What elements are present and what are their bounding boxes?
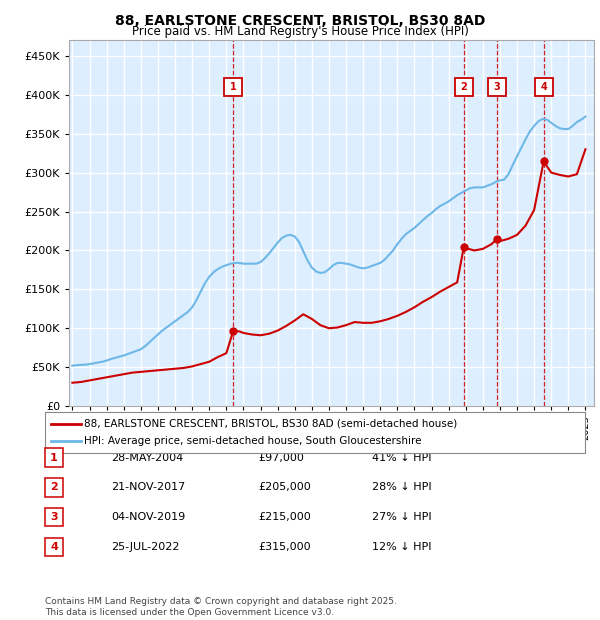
Text: Price paid vs. HM Land Registry's House Price Index (HPI): Price paid vs. HM Land Registry's House … xyxy=(131,25,469,38)
Text: 2: 2 xyxy=(50,482,58,492)
Text: £315,000: £315,000 xyxy=(258,542,311,552)
Text: 4: 4 xyxy=(541,82,547,92)
Text: 21-NOV-2017: 21-NOV-2017 xyxy=(111,482,185,492)
Text: 12% ↓ HPI: 12% ↓ HPI xyxy=(372,542,431,552)
Text: 28-MAY-2004: 28-MAY-2004 xyxy=(111,453,183,463)
Text: 3: 3 xyxy=(494,82,500,92)
Text: £215,000: £215,000 xyxy=(258,512,311,522)
Text: 25-JUL-2022: 25-JUL-2022 xyxy=(111,542,179,552)
Text: 28% ↓ HPI: 28% ↓ HPI xyxy=(372,482,431,492)
Text: 4: 4 xyxy=(50,542,58,552)
Text: 1: 1 xyxy=(230,82,237,92)
Text: 41% ↓ HPI: 41% ↓ HPI xyxy=(372,453,431,463)
Text: 2: 2 xyxy=(460,82,467,92)
Text: £97,000: £97,000 xyxy=(258,453,304,463)
Text: HPI: Average price, semi-detached house, South Gloucestershire: HPI: Average price, semi-detached house,… xyxy=(84,436,421,446)
Text: Contains HM Land Registry data © Crown copyright and database right 2025.
This d: Contains HM Land Registry data © Crown c… xyxy=(45,598,397,617)
Text: 04-NOV-2019: 04-NOV-2019 xyxy=(111,512,185,522)
Text: £205,000: £205,000 xyxy=(258,482,311,492)
Text: 1: 1 xyxy=(50,453,58,463)
Text: 3: 3 xyxy=(50,512,58,522)
Text: 27% ↓ HPI: 27% ↓ HPI xyxy=(372,512,431,522)
Text: 88, EARLSTONE CRESCENT, BRISTOL, BS30 8AD (semi-detached house): 88, EARLSTONE CRESCENT, BRISTOL, BS30 8A… xyxy=(84,418,457,428)
Text: 88, EARLSTONE CRESCENT, BRISTOL, BS30 8AD: 88, EARLSTONE CRESCENT, BRISTOL, BS30 8A… xyxy=(115,14,485,28)
